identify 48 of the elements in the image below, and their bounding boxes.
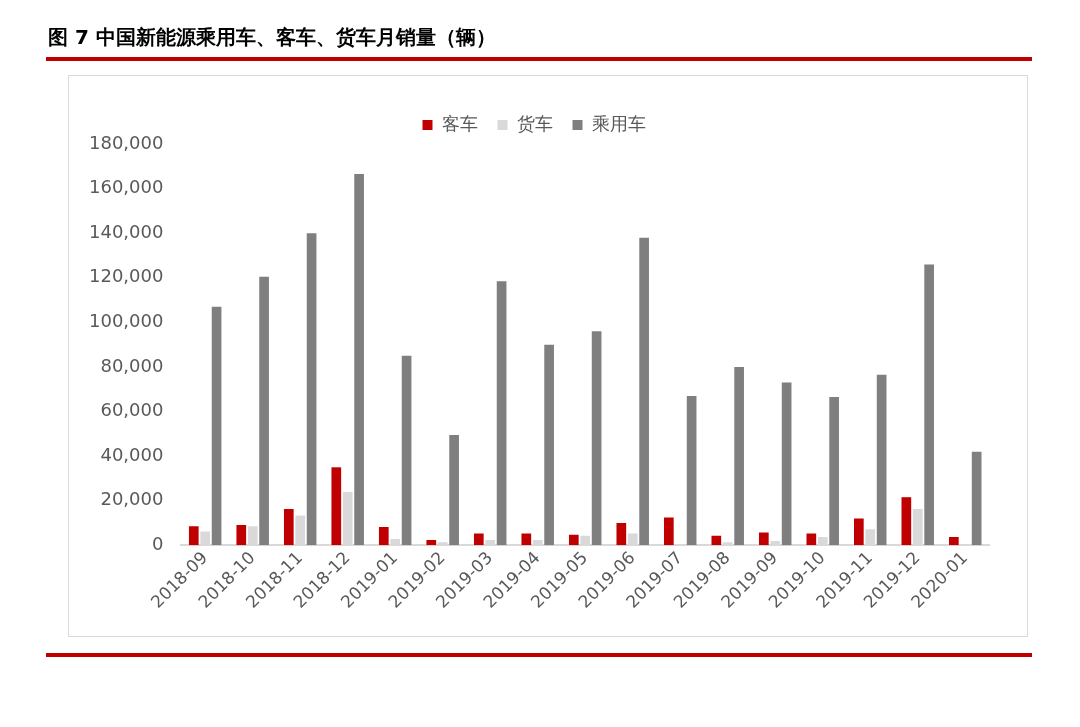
bar bbox=[853, 518, 864, 546]
chart-title: 图 7 中国新能源乘用车、客车、货车月销量（辆） bbox=[47, 24, 497, 51]
bar bbox=[639, 237, 649, 546]
bar bbox=[544, 344, 554, 546]
bar bbox=[781, 382, 792, 546]
y-tick-label: 0 bbox=[151, 533, 164, 555]
y-tick-label: 40,000 bbox=[100, 443, 164, 465]
bar bbox=[876, 374, 887, 546]
bar bbox=[259, 276, 269, 546]
y-tick-label: 160,000 bbox=[89, 176, 164, 198]
y-tick-label: 140,000 bbox=[89, 220, 164, 242]
y-tick-label: 100,000 bbox=[89, 310, 164, 332]
bar bbox=[283, 509, 294, 546]
legend-label: 客车 bbox=[441, 112, 478, 134]
bar bbox=[426, 540, 437, 546]
bar bbox=[758, 532, 769, 546]
y-tick-label: 80,000 bbox=[100, 354, 164, 376]
bar bbox=[188, 526, 199, 546]
bar bbox=[616, 523, 627, 546]
bar bbox=[663, 517, 674, 546]
bar bbox=[949, 536, 959, 546]
bar bbox=[473, 533, 484, 546]
bar bbox=[971, 451, 982, 546]
bar bbox=[496, 281, 507, 546]
bar bbox=[449, 434, 459, 546]
bar bbox=[901, 497, 912, 546]
bar bbox=[686, 395, 697, 546]
bar bbox=[568, 534, 579, 546]
y-tick-label: 120,000 bbox=[89, 265, 164, 287]
bar bbox=[331, 467, 342, 546]
y-tick-label: 180,000 bbox=[89, 131, 164, 153]
bar bbox=[306, 233, 317, 546]
bar bbox=[521, 533, 532, 546]
bar bbox=[354, 174, 364, 546]
y-tick-label: 60,000 bbox=[100, 399, 164, 421]
legend-label: 乘用车 bbox=[591, 112, 646, 134]
y-tick-label: 20,000 bbox=[100, 488, 164, 510]
bar bbox=[378, 527, 389, 546]
bar bbox=[591, 331, 602, 546]
bar bbox=[806, 533, 817, 546]
bar bbox=[829, 397, 839, 546]
bar bbox=[236, 525, 247, 546]
bar bbox=[401, 355, 412, 546]
bar bbox=[211, 306, 222, 546]
bar bbox=[924, 264, 934, 546]
legend-label: 货车 bbox=[516, 112, 553, 134]
bar bbox=[711, 535, 722, 546]
bar bbox=[734, 366, 744, 546]
